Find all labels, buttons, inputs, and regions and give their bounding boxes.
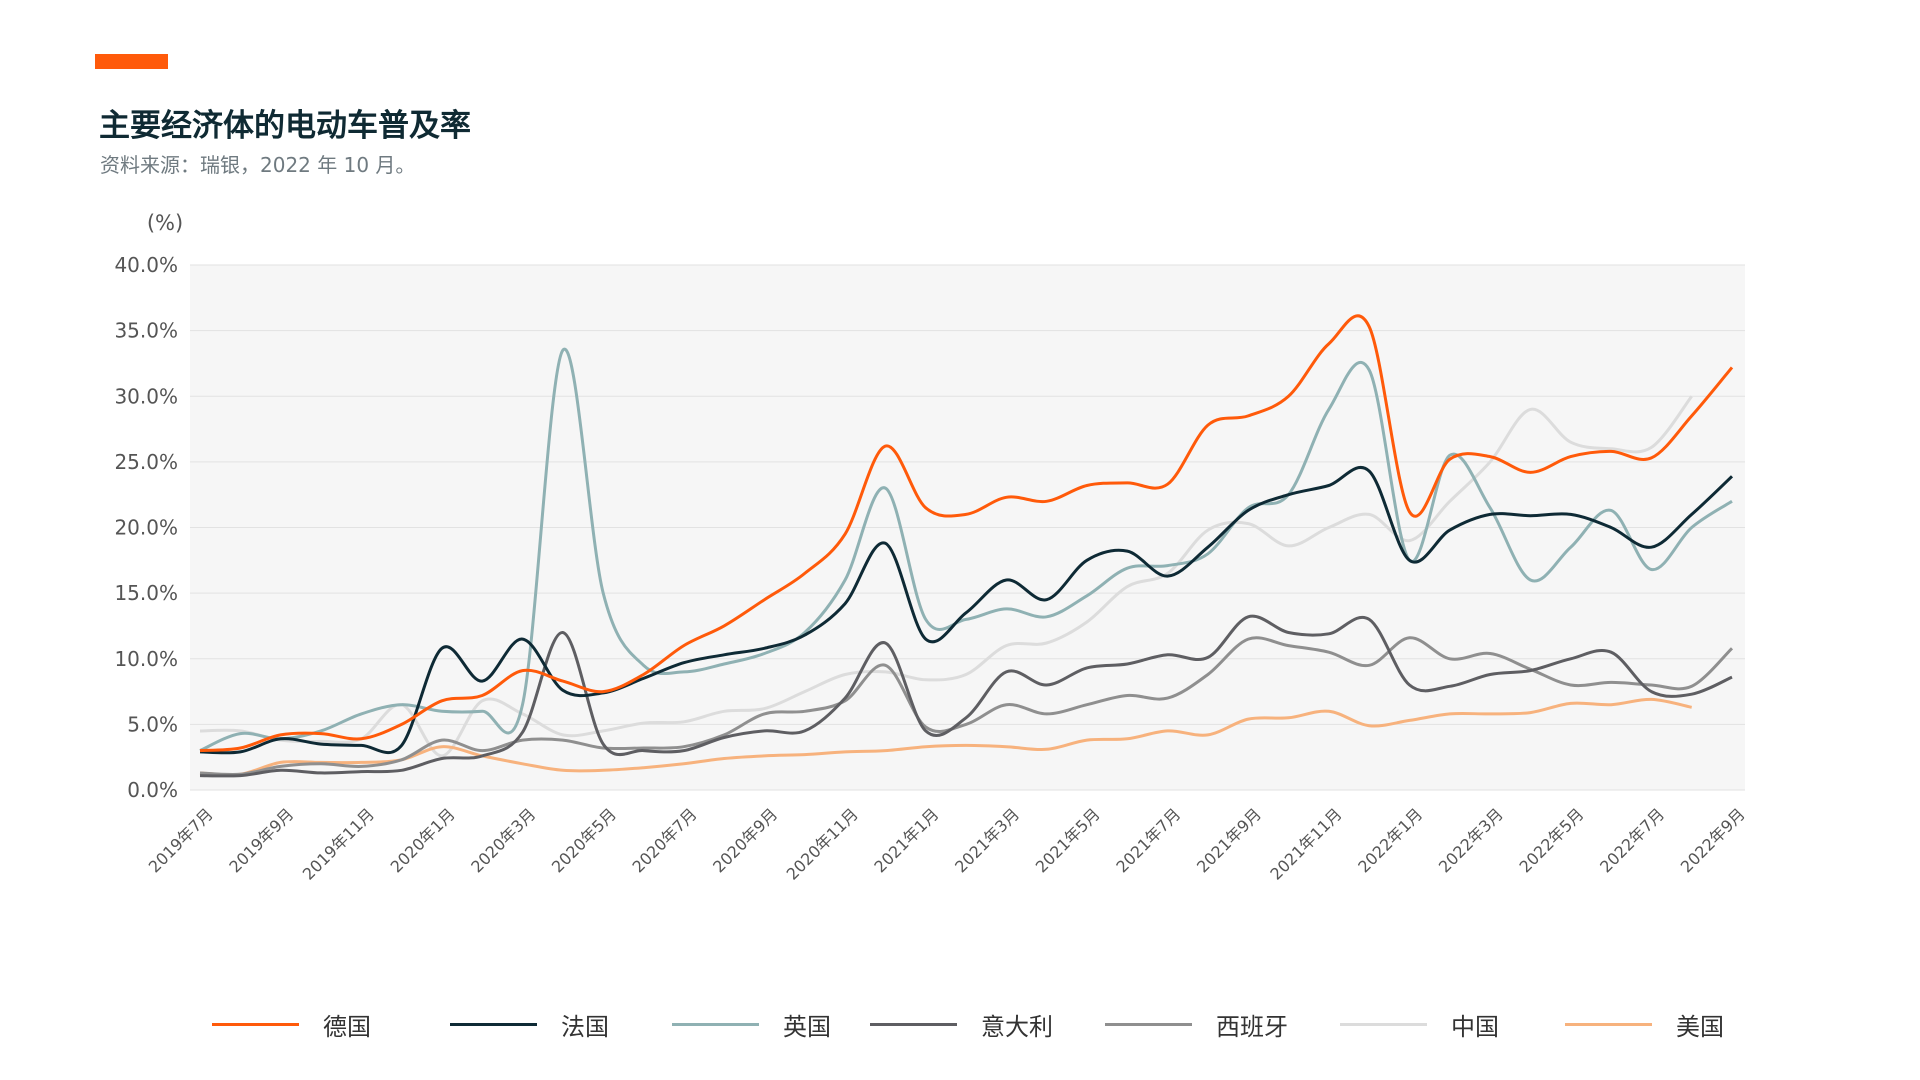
x-axis-ticks: 2019年7月 2019年9月 2019年11月 2020年1月 2020年3月 2020… — [145, 804, 1749, 883]
legend-item: 德国 — [212, 1004, 371, 1044]
x-tick-label: 2020年9月 — [709, 804, 781, 876]
legend-swatch — [672, 1023, 759, 1026]
y-tick-label: 10.0% — [114, 647, 178, 671]
legend-label: 西班牙 — [1216, 1007, 1288, 1042]
y-tick-label: 15.0% — [114, 581, 178, 605]
legend-label: 英国 — [783, 1007, 831, 1042]
legend: 德国 法国 英国 意大利 西班牙 中国 美国 — [0, 1004, 1920, 1044]
x-tick-label: 2021年5月 — [1032, 804, 1104, 876]
y-tick-label: 25.0% — [114, 450, 178, 474]
legend-swatch — [450, 1023, 537, 1026]
x-tick-label: 2021年11月 — [1266, 804, 1345, 883]
y-tick-label: 0.0% — [127, 778, 178, 802]
legend-label: 意大利 — [981, 1007, 1053, 1042]
y-tick-label: 30.0% — [114, 384, 178, 408]
y-axis-ticks: 0.0% 5.0% 10.0% 15.0% 20.0% 25.0% 30.0% 35.0% 40… — [114, 253, 178, 802]
x-tick-label: 2022年3月 — [1435, 804, 1507, 876]
x-tick-label: 2020年11月 — [783, 804, 862, 883]
y-tick-label: 35.0% — [114, 319, 178, 343]
x-tick-label: 2022年9月 — [1677, 804, 1749, 876]
legend-swatch — [212, 1023, 299, 1026]
legend-swatch — [1340, 1023, 1427, 1026]
legend-item: 英国 — [672, 1004, 831, 1044]
x-tick-label: 2022年7月 — [1596, 804, 1668, 876]
x-tick-label: 2021年9月 — [1193, 804, 1265, 876]
legend-swatch — [1565, 1023, 1652, 1026]
legend-item: 西班牙 — [1105, 1004, 1288, 1044]
x-tick-label: 2020年5月 — [548, 804, 620, 876]
y-tick-label: 20.0% — [114, 516, 178, 540]
x-tick-label: 2021年7月 — [1112, 804, 1184, 876]
x-tick-label: 2019年7月 — [145, 804, 217, 876]
y-tick-label: 40.0% — [114, 253, 178, 277]
x-tick-label: 2021年3月 — [951, 804, 1023, 876]
legend-item: 意大利 — [870, 1004, 1053, 1044]
x-tick-label: 2022年1月 — [1354, 804, 1426, 876]
x-tick-label: 2019年11月 — [299, 804, 378, 883]
y-tick-label: 5.0% — [127, 712, 178, 736]
legend-label: 德国 — [323, 1007, 371, 1042]
legend-item: 法国 — [450, 1004, 609, 1044]
legend-label: 美国 — [1676, 1007, 1724, 1042]
legend-label: 中国 — [1451, 1007, 1499, 1042]
legend-label: 法国 — [561, 1007, 609, 1042]
x-tick-label: 2021年1月 — [870, 804, 942, 876]
y-axis-label: (%) — [147, 211, 183, 235]
legend-item: 中国 — [1340, 1004, 1499, 1044]
legend-swatch — [1105, 1023, 1192, 1026]
x-tick-label: 2022年5月 — [1516, 804, 1588, 876]
x-tick-label: 2020年1月 — [387, 804, 459, 876]
line-chart: (%) 0.0% 5.0% 10.0% 15.0% 20.0% 25.0% 30.0% 35.… — [0, 0, 1920, 1000]
legend-swatch — [870, 1023, 957, 1026]
x-tick-label: 2019年9月 — [225, 804, 297, 876]
legend-item: 美国 — [1565, 1004, 1724, 1044]
x-tick-label: 2020年7月 — [629, 804, 701, 876]
x-tick-label: 2020年3月 — [467, 804, 539, 876]
